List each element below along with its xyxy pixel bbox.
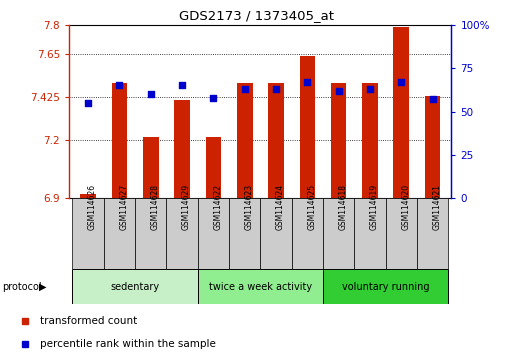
Text: twice a week activity: twice a week activity bbox=[209, 282, 312, 292]
Bar bbox=[198, 198, 229, 269]
Text: protocol: protocol bbox=[3, 282, 42, 292]
Bar bbox=[104, 198, 135, 269]
Text: GSM114626: GSM114626 bbox=[88, 184, 97, 230]
Text: GDS2173 / 1373405_at: GDS2173 / 1373405_at bbox=[179, 9, 334, 22]
Bar bbox=[174, 100, 190, 198]
Bar bbox=[323, 269, 448, 304]
Point bbox=[115, 82, 124, 88]
Bar bbox=[80, 194, 96, 198]
Bar bbox=[143, 137, 159, 198]
Text: GSM114622: GSM114622 bbox=[213, 184, 222, 230]
Bar bbox=[331, 82, 346, 198]
Point bbox=[303, 79, 311, 85]
Bar bbox=[268, 82, 284, 198]
Text: GSM114624: GSM114624 bbox=[276, 184, 285, 230]
Text: GSM114628: GSM114628 bbox=[151, 184, 160, 230]
Bar bbox=[354, 198, 386, 269]
Bar bbox=[237, 82, 252, 198]
Point bbox=[147, 91, 155, 97]
Bar bbox=[425, 96, 441, 198]
Text: voluntary running: voluntary running bbox=[342, 282, 429, 292]
Bar bbox=[135, 198, 166, 269]
Point bbox=[428, 97, 437, 102]
Bar bbox=[111, 82, 127, 198]
Bar bbox=[292, 198, 323, 269]
Bar bbox=[261, 198, 292, 269]
Bar bbox=[206, 137, 221, 198]
Text: GSM114623: GSM114623 bbox=[245, 184, 254, 230]
Bar bbox=[386, 198, 417, 269]
Text: percentile rank within the sample: percentile rank within the sample bbox=[41, 339, 216, 349]
Text: ▶: ▶ bbox=[39, 282, 47, 292]
Text: GSM114620: GSM114620 bbox=[401, 184, 410, 230]
Text: GSM114629: GSM114629 bbox=[182, 184, 191, 230]
Point bbox=[178, 82, 186, 88]
Text: GSM114627: GSM114627 bbox=[120, 184, 128, 230]
Bar bbox=[362, 82, 378, 198]
Bar bbox=[300, 56, 315, 198]
Bar bbox=[323, 198, 354, 269]
Bar bbox=[229, 198, 261, 269]
Text: GSM114619: GSM114619 bbox=[370, 184, 379, 230]
Text: sedentary: sedentary bbox=[110, 282, 160, 292]
Point bbox=[397, 79, 405, 85]
Point bbox=[241, 86, 249, 92]
Bar bbox=[166, 198, 198, 269]
Point bbox=[366, 86, 374, 92]
Bar bbox=[198, 269, 323, 304]
Bar bbox=[393, 27, 409, 198]
Text: GSM114621: GSM114621 bbox=[432, 184, 442, 230]
Text: GSM114625: GSM114625 bbox=[307, 184, 317, 230]
Point bbox=[272, 86, 280, 92]
Text: transformed count: transformed count bbox=[41, 316, 137, 326]
Bar bbox=[417, 198, 448, 269]
Text: GSM114618: GSM114618 bbox=[339, 184, 348, 230]
Bar bbox=[72, 198, 104, 269]
Point bbox=[334, 88, 343, 93]
Point bbox=[84, 100, 92, 105]
Bar bbox=[72, 269, 198, 304]
Point bbox=[209, 95, 218, 101]
